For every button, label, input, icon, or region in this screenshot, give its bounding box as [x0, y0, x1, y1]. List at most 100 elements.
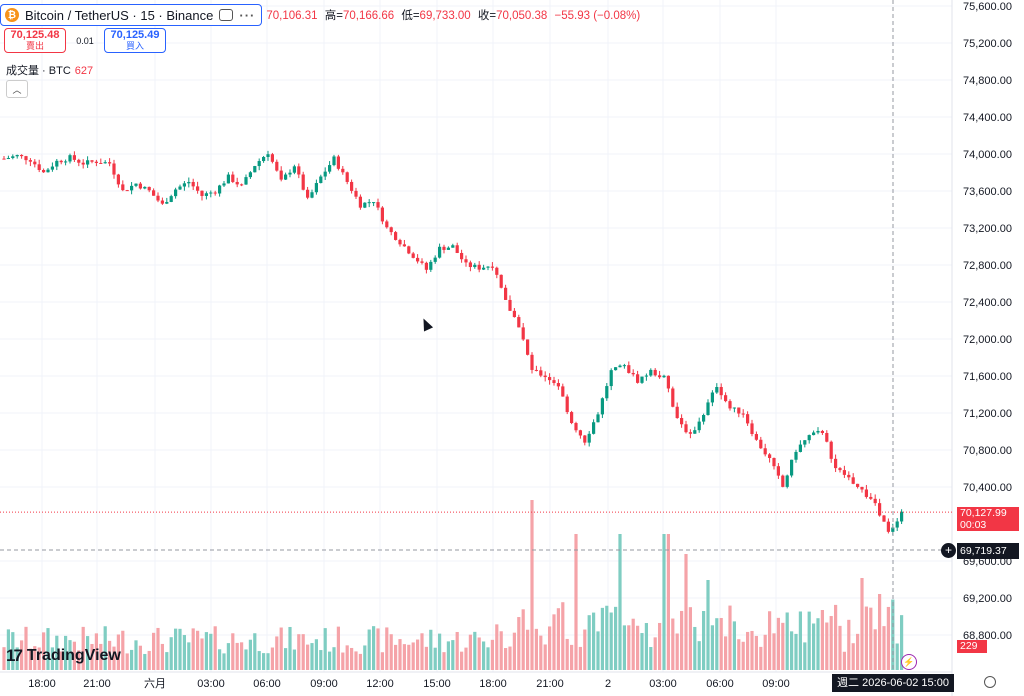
- candle-body: [244, 177, 248, 185]
- candle-body: [350, 181, 354, 191]
- candle-body: [147, 186, 151, 191]
- volume-bar: [671, 618, 675, 670]
- volume-bar: [416, 639, 420, 670]
- volume-bar: [306, 644, 310, 670]
- candle-body: [543, 375, 547, 378]
- price-axis-label: 74,400.00: [963, 112, 1012, 124]
- candle-body: [37, 164, 41, 171]
- volume-bar: [411, 642, 415, 670]
- volume-bar: [548, 626, 552, 670]
- volume-bar: [112, 646, 116, 670]
- volume-bar: [121, 630, 125, 670]
- candle-body: [477, 264, 481, 270]
- candle-body: [94, 161, 98, 163]
- candle-body: [196, 186, 200, 191]
- tradingview-logo[interactable]: 17 TradingView: [6, 646, 121, 666]
- volume-bar: [196, 630, 200, 670]
- volume-legend-value: 627: [74, 65, 94, 77]
- bar-countdown: 00:03: [960, 519, 987, 531]
- time-axis-label: 06:00: [253, 678, 281, 690]
- candle-body: [174, 189, 178, 197]
- candle-body: [706, 402, 710, 415]
- candle-body: [504, 287, 508, 300]
- volume-bar: [680, 610, 684, 670]
- add-alert-plus-icon[interactable]: +: [941, 543, 956, 558]
- candle-body: [636, 374, 640, 383]
- candle-body: [11, 156, 15, 159]
- candle-body: [301, 174, 305, 190]
- gear-icon[interactable]: [984, 676, 996, 688]
- volume-bar: [587, 615, 591, 670]
- tradingview-logo-text: TradingView: [26, 647, 121, 664]
- volume-bar: [653, 637, 657, 670]
- candle-body: [438, 246, 442, 258]
- candle-body: [719, 387, 723, 396]
- more-icon[interactable]: ···: [239, 7, 256, 23]
- volume-bar: [204, 632, 208, 670]
- volume-bar: [130, 649, 134, 670]
- volume-bar: [684, 554, 688, 670]
- volume-bar: [11, 632, 15, 670]
- spread-value: 0.01: [76, 35, 94, 46]
- volume-bar: [103, 626, 107, 670]
- candle-body: [548, 377, 552, 381]
- candle-body: [363, 202, 367, 208]
- candle-body: [297, 166, 301, 175]
- volume-bar: [543, 644, 547, 670]
- volume-bar: [662, 534, 666, 670]
- candle-body: [825, 432, 829, 442]
- candle-body: [851, 477, 855, 484]
- volume-bar: [578, 646, 582, 670]
- candle-body: [218, 185, 222, 194]
- price-axis-label: 71,200.00: [963, 408, 1012, 420]
- candle-body: [860, 486, 864, 490]
- volume-bar: [732, 621, 736, 670]
- volume-bar: [622, 625, 626, 670]
- price-axis-label: 69,200.00: [963, 593, 1012, 605]
- volume-bar: [336, 626, 340, 670]
- candle-body: [565, 396, 569, 413]
- time-axis-label: 18:00: [479, 678, 507, 690]
- candle-body: [526, 339, 530, 355]
- sell-button[interactable]: 70,125.48 賣出: [4, 28, 66, 53]
- candle-body: [99, 162, 103, 164]
- volume-bar: [28, 648, 32, 670]
- time-axis-label: 2: [605, 678, 611, 690]
- volume-bar: [631, 618, 635, 670]
- volume-legend[interactable]: 成交量 · BTC 627: [6, 62, 93, 78]
- symbol-title: Bitcoin / TetherUS · 15 · Binance: [25, 7, 214, 23]
- symbol-selector[interactable]: ₿ Bitcoin / TetherUS · 15 · Binance ···: [0, 4, 263, 26]
- high-value: 70,166.66: [342, 10, 395, 22]
- candle-body: [424, 262, 428, 270]
- volume-bar: [257, 651, 261, 670]
- volume-bar: [424, 646, 428, 670]
- volume-bar: [42, 632, 46, 670]
- collapse-legend-button[interactable]: ︿: [6, 80, 28, 98]
- volume-bar: [116, 634, 120, 670]
- buy-button[interactable]: 70,125.49 買入: [104, 28, 166, 53]
- last-price-value: 70,127.99: [960, 507, 1007, 519]
- candle-body: [178, 186, 182, 190]
- candle-body: [372, 202, 376, 204]
- crosshair-date-tag: 週二 2026-06-02 15:00: [832, 674, 954, 692]
- volume-bar: [380, 652, 384, 670]
- volume-bar: [244, 649, 248, 670]
- high-label: 高=: [324, 10, 343, 22]
- candle-body: [319, 176, 323, 184]
- time-axis-label: 18:00: [28, 678, 56, 690]
- volume-bar: [715, 618, 719, 670]
- candle-body: [530, 354, 534, 370]
- volume-bar: [803, 642, 807, 670]
- lightning-icon[interactable]: ⚡: [901, 654, 917, 670]
- time-axis-label: 03:00: [197, 678, 225, 690]
- candle-body: [680, 418, 684, 425]
- volume-bar: [222, 653, 226, 670]
- volume-bar: [741, 641, 745, 670]
- candle-body: [864, 489, 868, 497]
- candle-body: [763, 448, 767, 455]
- candle-body: [103, 162, 107, 164]
- eye-icon[interactable]: [219, 9, 234, 21]
- volume-bar: [856, 633, 860, 670]
- volume-bar: [556, 608, 560, 670]
